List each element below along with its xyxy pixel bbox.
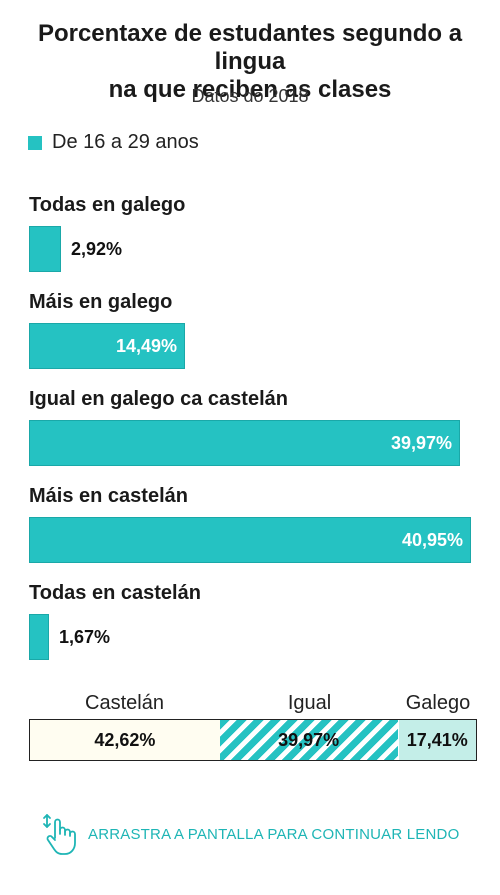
- summary-stacked-bar: 42,62% 39,97% 17,41%: [29, 719, 477, 761]
- chart-subtitle: Datos do 2018: [191, 86, 309, 106]
- summary-header: Galego: [405, 692, 471, 714]
- chart-title: Porcentaxe de estudantes segundo a lingu…: [0, 20, 500, 104]
- scroll-hint[interactable]: ARRASTRA A PANTALLA PARA CONTINUAR LENDO: [42, 812, 459, 856]
- bar: [29, 420, 460, 466]
- category-label: Todas en galego: [29, 194, 186, 216]
- legend-swatch: [28, 135, 42, 150]
- bar: [29, 614, 49, 660]
- summary-header: Igual: [287, 692, 332, 714]
- data-label: 2,92%: [71, 239, 123, 259]
- legend-label: De 16 a 29 anos: [52, 131, 199, 153]
- bar: [29, 226, 61, 272]
- summary-segment: 17,41%: [397, 720, 476, 760]
- category-label: Máis en galego: [29, 291, 173, 313]
- summary-value: 42,62%: [94, 729, 156, 750]
- legend: De 16 a 29 anos: [28, 131, 199, 154]
- summary-segment: 42,62%: [30, 720, 220, 760]
- bar: [29, 517, 471, 563]
- chart-title-line1: Porcentaxe de estudantes segundo a lingu…: [37, 20, 463, 75]
- data-label: 39,97%: [390, 433, 452, 453]
- summary-header: Castelán: [85, 692, 164, 714]
- category-label: Igual en galego ca castelán: [29, 388, 288, 410]
- scroll-hint-text: ARRASTRA A PANTALLA PARA CONTINUAR LENDO: [88, 825, 460, 843]
- chart-title-line2: na que reciben as clases: [108, 76, 392, 103]
- data-label: 1,67%: [59, 627, 111, 647]
- data-label: 14,49%: [115, 336, 177, 356]
- summary-segment: 39,97%: [219, 720, 398, 760]
- summary-value: 39,97%: [278, 729, 340, 750]
- summary-headers: Castelán Igual Galego: [29, 692, 477, 718]
- swipe-hand-icon: [43, 814, 76, 855]
- category-label: Todas en castelán: [29, 582, 201, 604]
- category-label: Máis en castelán: [29, 485, 188, 507]
- summary-value: 17,41%: [406, 729, 468, 750]
- bar: [29, 323, 185, 369]
- data-label: 40,95%: [401, 530, 463, 550]
